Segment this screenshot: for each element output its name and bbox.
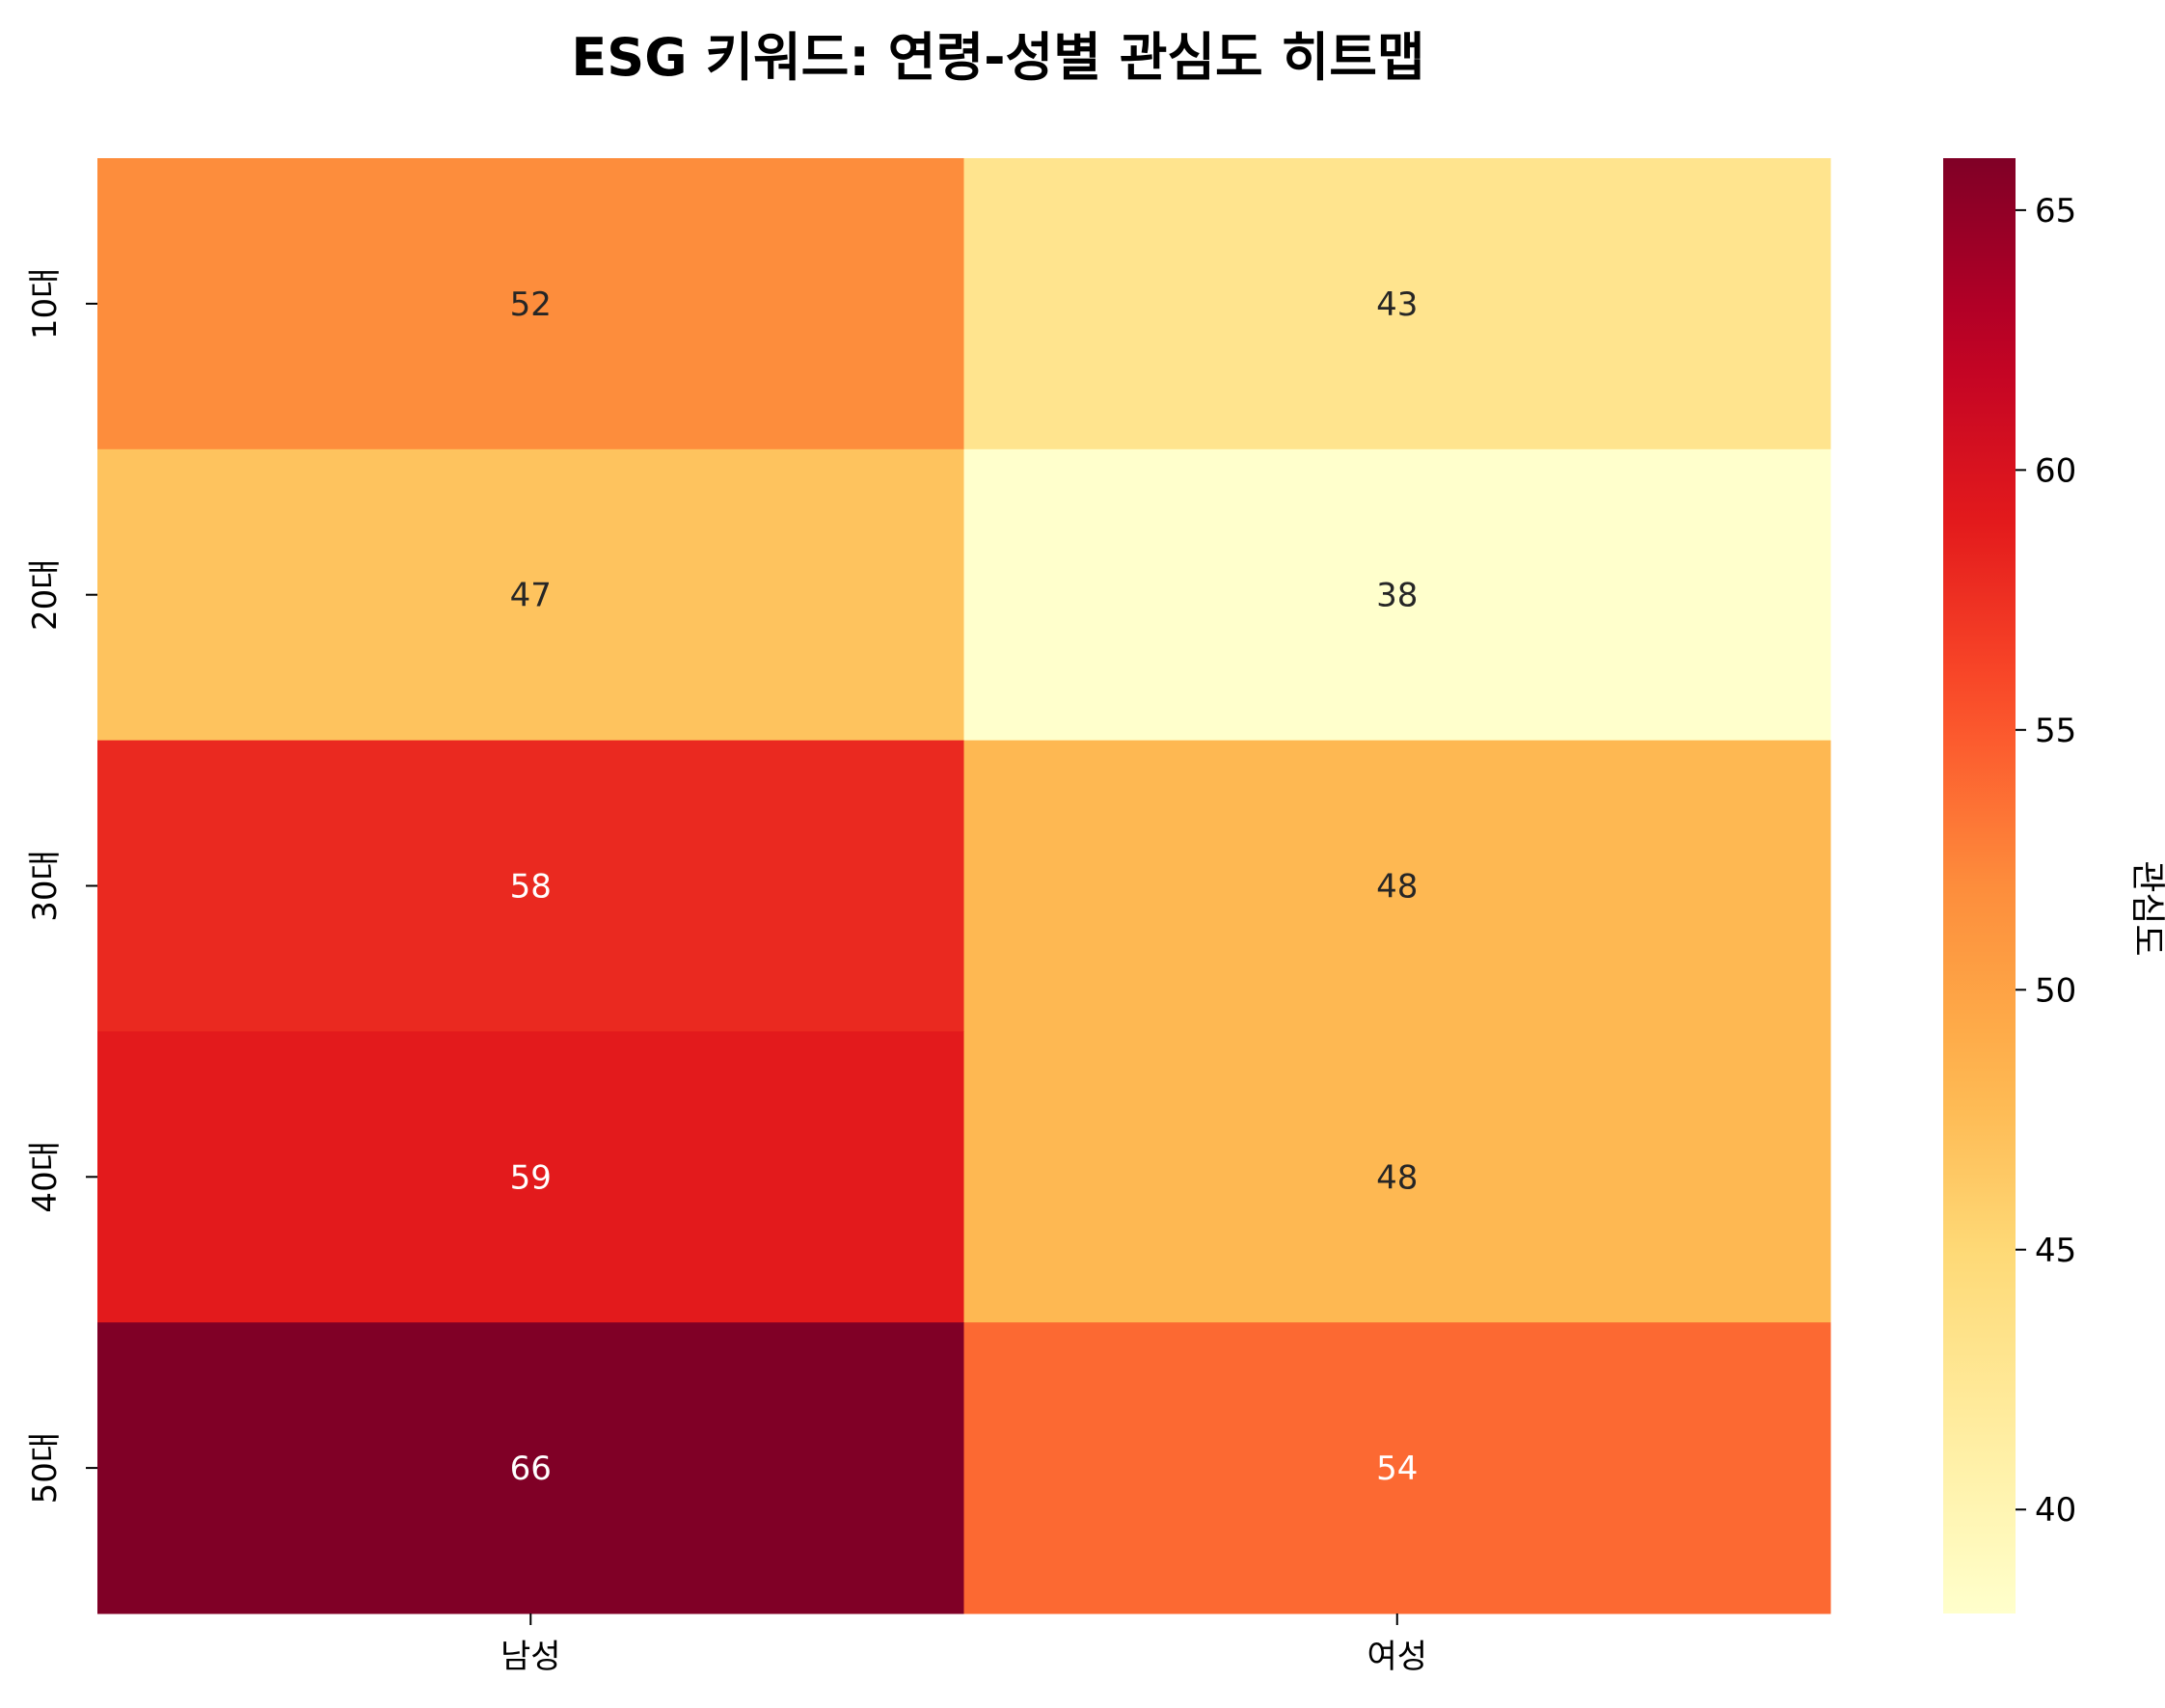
heatmap-cell [97, 1322, 964, 1614]
cell-value-label: 58 [510, 868, 552, 907]
cell-value-label: 54 [1376, 1450, 1418, 1488]
colorbar: 40 45 50 55 60 65 [1943, 158, 2076, 1613]
y-axis: 10대 20대 30대 40대 50대 [26, 268, 97, 1505]
colorbar-tick-label: 55 [2035, 712, 2076, 750]
x-tick-label: 남성 [501, 1638, 561, 1676]
y-tick-label: 20대 [26, 558, 65, 631]
y-tick-label: 50대 [26, 1432, 65, 1505]
heatmap-cells [97, 158, 1831, 1614]
cell-value-label: 47 [510, 577, 552, 615]
heatmap-cell [97, 448, 964, 742]
heatmap-cell [963, 740, 1831, 1032]
heatmap-cell [963, 1322, 1831, 1614]
cell-value-label: 43 [1376, 285, 1418, 324]
cell-value-labels: 52 43 47 38 58 48 59 48 66 54 [510, 285, 1419, 1488]
cell-value-label: 59 [510, 1158, 552, 1197]
heatmap-cell [97, 158, 964, 450]
cell-value-label: 48 [1376, 868, 1418, 907]
colorbar-tick-label: 60 [2035, 451, 2076, 490]
cell-value-label: 52 [510, 285, 552, 324]
colorbar-tick-label: 40 [2035, 1491, 2076, 1530]
cell-value-label: 38 [1376, 577, 1418, 615]
y-tick-label: 40대 [26, 1141, 65, 1213]
heatmap-cell [97, 1031, 964, 1323]
cell-value-label: 66 [510, 1450, 552, 1488]
x-axis: 남성 여성 [501, 1613, 1427, 1676]
colorbar-label: 관심도 [2127, 860, 2165, 956]
colorbar-gradient [1943, 158, 2016, 1613]
heatmap-cell [963, 448, 1831, 742]
heatmap-cell [963, 158, 1831, 450]
x-tick-label: 여성 [1367, 1638, 1427, 1676]
colorbar-tick-label: 65 [2035, 192, 2076, 230]
y-tick-label: 30대 [26, 850, 65, 922]
y-tick-label: 10대 [26, 268, 65, 340]
chart-title: ESG 키워드: 연령-성별 관심도 히트맵 [571, 27, 1424, 88]
colorbar-tick-label: 45 [2035, 1232, 2076, 1270]
colorbar-tick-label: 50 [2035, 971, 2076, 1010]
heatmap-cell [97, 740, 964, 1032]
cell-value-label: 48 [1376, 1158, 1418, 1197]
heatmap-cell [963, 1031, 1831, 1323]
